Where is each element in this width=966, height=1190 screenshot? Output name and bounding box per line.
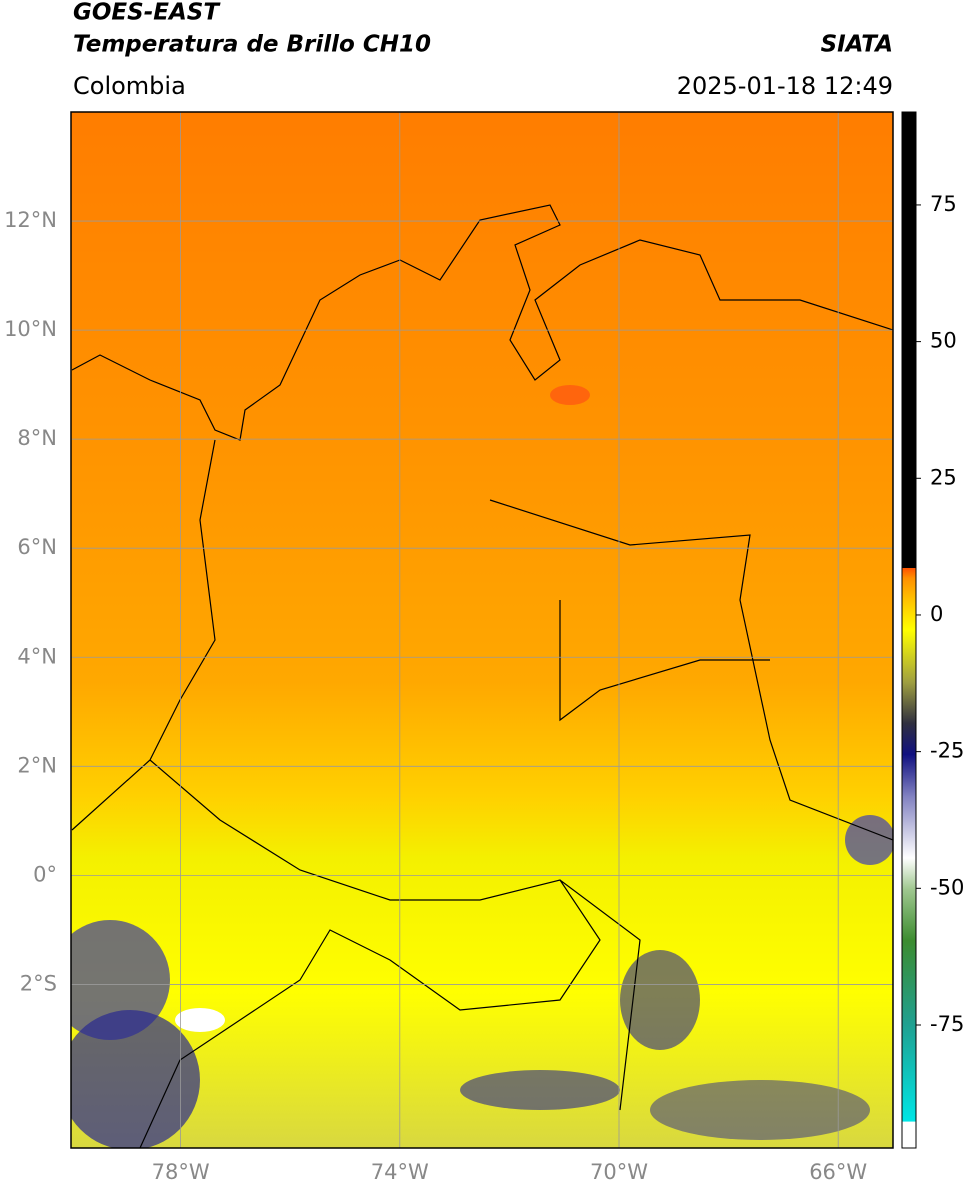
colorbar-tick-label: 0 <box>930 602 943 626</box>
colorbar <box>901 111 917 1149</box>
colorbar-tick-label: -25 <box>930 739 964 763</box>
subtitle: Temperatura de Brillo CH10 <box>73 32 431 58</box>
title: GOES-EAST <box>73 0 221 26</box>
x-tick-label: 78°W <box>152 1160 210 1184</box>
timestamp: 2025-01-18 12:49 <box>677 72 893 100</box>
y-tick-label: 4°N <box>17 644 57 668</box>
y-tick-label: 10°N <box>4 317 57 341</box>
region: Colombia <box>73 72 186 100</box>
y-tick-label: 8°N <box>17 426 57 450</box>
satellite-image <box>71 112 893 1148</box>
colorbar-tick-label: 25 <box>930 465 957 489</box>
y-tick-label: 6°N <box>17 535 57 559</box>
colorbar-tick-label: 75 <box>930 192 957 216</box>
y-tick-label: 2°N <box>17 753 57 777</box>
y-tick-label: 2°S <box>20 971 57 995</box>
y-tick-label: 0° <box>33 862 57 886</box>
graticule <box>71 112 893 1148</box>
source: SIATA <box>821 32 893 58</box>
colorbar-tick-label: -50 <box>930 875 964 899</box>
map-frame <box>70 111 894 1149</box>
y-tick-label: 12°N <box>4 208 57 232</box>
x-tick-label: 66°W <box>809 1160 867 1184</box>
colorbar-tick-label: -75 <box>930 1012 964 1036</box>
x-tick-label: 74°W <box>371 1160 429 1184</box>
colorbar-tick-label: 50 <box>930 329 957 353</box>
x-tick-label: 70°W <box>590 1160 648 1184</box>
